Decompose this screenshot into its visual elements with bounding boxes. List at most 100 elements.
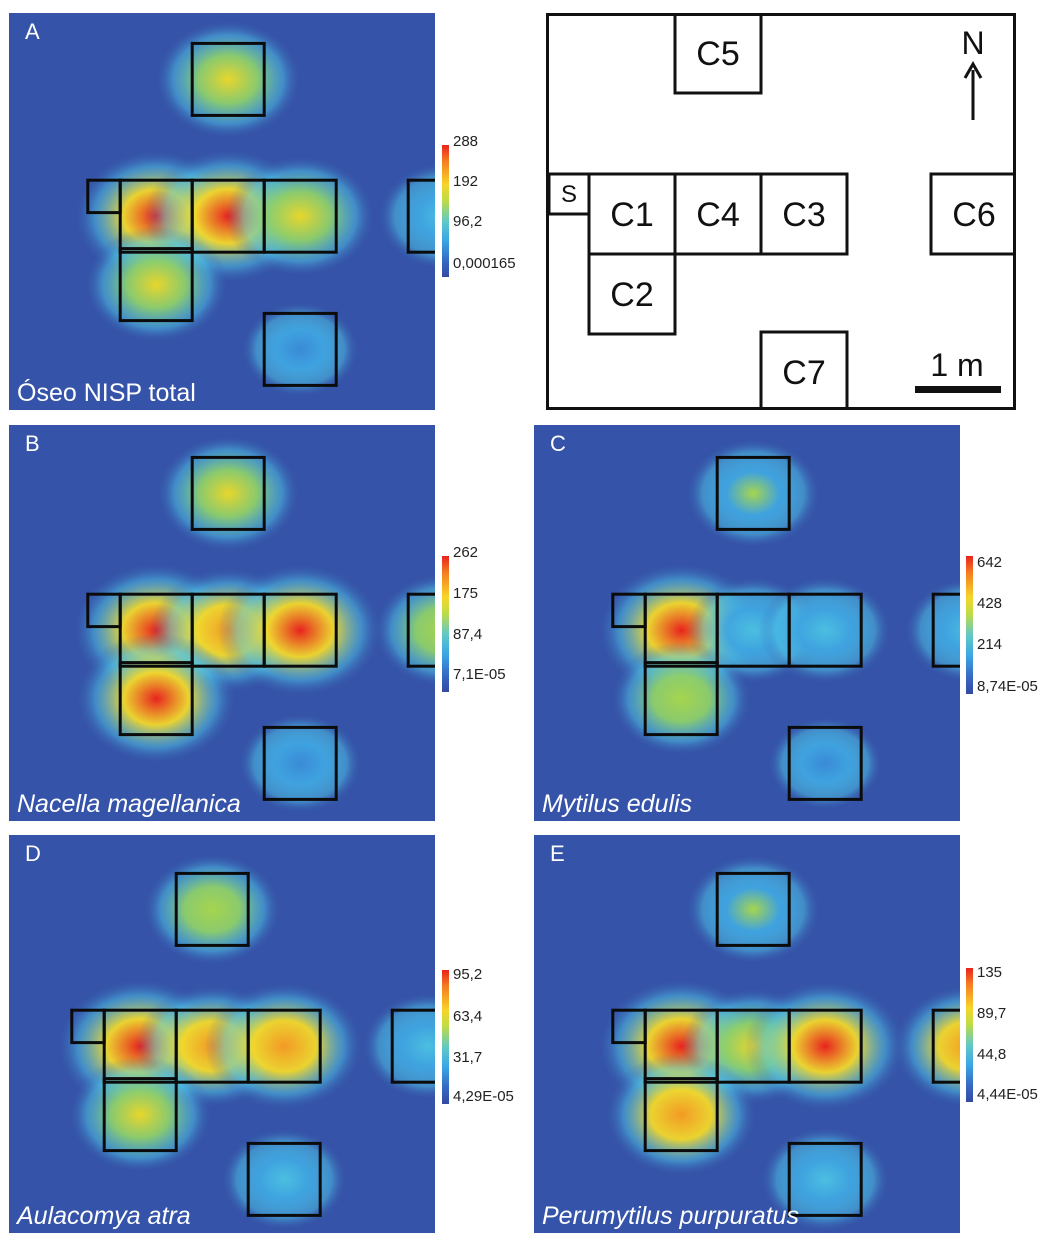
heatmap-c bbox=[597, 438, 960, 810]
legend-label: 288 bbox=[453, 133, 479, 150]
panel-caption: Perumytilus purpuratus bbox=[542, 1202, 800, 1230]
color-legend-b: 262 175 87,4 7,1E-05 bbox=[442, 544, 537, 692]
key-map-drawing: C5 S C1 C4 C3 C6 C2 C7 N 1 m bbox=[547, 11, 1019, 414]
unit-square-s bbox=[611, 592, 647, 629]
heat-hotspot-c5 bbox=[155, 434, 301, 552]
heatmap-panel-a: A Óseo NISP total bbox=[9, 13, 435, 410]
unit-square-c6 bbox=[406, 592, 435, 668]
unit-square-c6 bbox=[406, 178, 435, 254]
panel-caption: Nacella magellanica bbox=[17, 790, 241, 818]
unit-square-c5 bbox=[715, 871, 791, 947]
heat-hotspot-c3 bbox=[225, 155, 376, 278]
heat-hotspot-c5 bbox=[154, 19, 302, 140]
heatmap-d bbox=[56, 853, 435, 1231]
panel-caption: Aulacomya atra bbox=[17, 1202, 191, 1230]
legend-label: 4,44E-05 bbox=[977, 1086, 1038, 1103]
heat-hotspot-c7 bbox=[238, 713, 363, 814]
panel-letter: C bbox=[550, 431, 566, 456]
north-arrowhead-icon bbox=[963, 60, 983, 79]
unit-square-c6 bbox=[931, 592, 960, 668]
heatmap-b bbox=[72, 434, 435, 814]
heat-hotspot-c3 bbox=[217, 563, 383, 698]
heat-hotspot-c6 bbox=[892, 984, 960, 1108]
panel-letter: A bbox=[25, 19, 40, 44]
legend-label: 135 bbox=[977, 964, 1003, 981]
color-scale-bar bbox=[442, 970, 449, 1104]
heatmap-panel-d: D Aulacomya atra bbox=[9, 835, 435, 1233]
scale-label: 1 m bbox=[930, 347, 983, 383]
unit-square-c5 bbox=[715, 455, 791, 531]
unit-square-c2 bbox=[102, 1077, 178, 1153]
heat-hotspot-c7 bbox=[241, 301, 360, 398]
key-unit-c7 bbox=[759, 330, 849, 414]
heat-hotspot-c5 bbox=[142, 853, 282, 966]
legend-label: 192 bbox=[453, 173, 479, 190]
panel-caption: Mytilus edulis bbox=[542, 790, 693, 818]
heat-hotspot-c3 bbox=[204, 981, 364, 1111]
color-legend-c: 642 428 214 8,74E-05 bbox=[966, 554, 1056, 695]
unit-square-c3 bbox=[787, 1008, 863, 1084]
legend-label: 31,7 bbox=[453, 1049, 483, 1066]
panel-letter: B bbox=[25, 431, 40, 456]
legend-label: 8,74E-05 bbox=[977, 678, 1038, 695]
panel-letter: D bbox=[25, 841, 41, 866]
heatmap-a bbox=[73, 19, 435, 398]
key-unit-label: C2 bbox=[610, 276, 653, 314]
color-scale-bar bbox=[442, 556, 449, 692]
key-unit-label: C3 bbox=[782, 196, 825, 234]
unit-square-c5 bbox=[174, 871, 250, 947]
key-unit-c4 bbox=[673, 172, 763, 256]
legend-label: 63,4 bbox=[453, 1008, 483, 1025]
legend-label: 262 bbox=[453, 544, 479, 561]
heat-hotspot-c3 bbox=[758, 576, 892, 684]
legend-label: 0,000165 bbox=[453, 255, 516, 272]
legend-label: 44,8 bbox=[977, 1046, 1007, 1063]
color-scale-bar bbox=[966, 556, 973, 694]
excavation-key-map: C5 S C1 C4 C3 C6 C2 C7 N 1 m bbox=[546, 11, 1019, 414]
heat-hotspot-c2 bbox=[610, 641, 752, 756]
unit-square-c3 bbox=[787, 592, 863, 668]
color-scale-bar bbox=[442, 145, 449, 277]
legend-label: 4,29E-05 bbox=[453, 1088, 514, 1105]
key-unit-label: C5 bbox=[696, 35, 739, 73]
unit-square-c7 bbox=[787, 1141, 863, 1217]
key-unit-label: C7 bbox=[782, 354, 825, 392]
color-scale-bar bbox=[966, 968, 973, 1102]
color-legend-d: 95,2 63,4 31,7 4,29E-05 bbox=[442, 966, 537, 1105]
key-unit-c1 bbox=[587, 172, 677, 256]
key-unit-c3 bbox=[759, 172, 849, 256]
unit-square-c7 bbox=[262, 311, 338, 387]
legend-label: 89,7 bbox=[977, 1005, 1007, 1022]
key-unit-s bbox=[547, 172, 591, 216]
unit-square-c2 bbox=[643, 1077, 719, 1153]
unit-square-c2 bbox=[118, 247, 194, 323]
key-unit-c2 bbox=[587, 252, 677, 336]
unit-square-s bbox=[86, 178, 122, 215]
panel-caption: Óseo NISP total bbox=[17, 379, 196, 407]
key-unit-label: S bbox=[561, 181, 577, 208]
unit-square-c3 bbox=[262, 178, 338, 254]
legend-label: 95,2 bbox=[453, 966, 483, 983]
scale-bar bbox=[915, 386, 1001, 393]
heatmap-panel-b: B Nacella magellanica bbox=[9, 425, 435, 821]
key-unit-label: C6 bbox=[952, 196, 995, 234]
heat-hotspot-c7 bbox=[760, 1126, 891, 1232]
legend-label: 428 bbox=[977, 595, 1003, 612]
heatmap-panel-e: E Perumytilus purpuratus bbox=[534, 835, 960, 1233]
unit-square-s bbox=[70, 1008, 106, 1045]
heat-hotspot-c2 bbox=[83, 226, 229, 344]
heat-hotspot-c7 bbox=[220, 1128, 348, 1231]
unit-square-s bbox=[611, 1008, 647, 1045]
key-unit-label: C1 bbox=[610, 196, 653, 234]
unit-square-c3 bbox=[246, 1008, 322, 1084]
legend-label: 96,2 bbox=[453, 213, 483, 230]
heat-hotspot-c6 bbox=[361, 992, 435, 1100]
heat-hotspot-c2 bbox=[67, 1056, 213, 1174]
heat-hotspot-c2 bbox=[75, 632, 238, 765]
heat-hotspot-c2 bbox=[604, 1052, 758, 1177]
heat-hotspot-c7 bbox=[767, 716, 883, 810]
unit-square-c2 bbox=[118, 661, 194, 737]
unit-square-c5 bbox=[190, 41, 266, 117]
key-unit-c5 bbox=[673, 11, 763, 95]
heat-hotspot-c6 bbox=[373, 573, 435, 687]
